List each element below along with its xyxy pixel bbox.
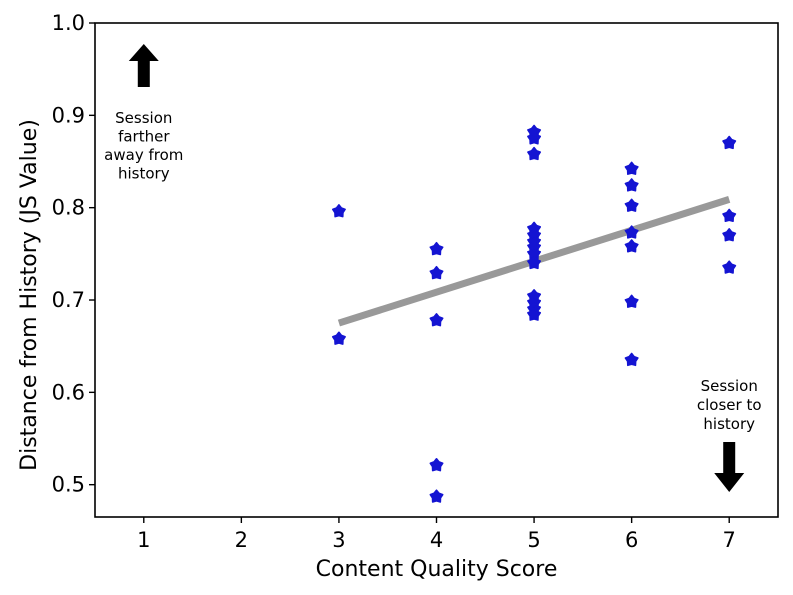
data-point (429, 457, 444, 472)
data-point (722, 260, 737, 274)
plot-marks (331, 124, 737, 503)
data-point (429, 489, 444, 503)
x-tick-label: 1 (137, 528, 150, 552)
data-point (527, 255, 542, 270)
x-tick-label: 3 (332, 528, 345, 552)
data-point (527, 146, 542, 161)
y-tick-label: 0.7 (52, 288, 85, 312)
annotation-top-line: Session (115, 109, 172, 127)
x-tick-label: 2 (235, 528, 248, 552)
data-point (527, 131, 542, 145)
x-tick-label: 6 (625, 528, 638, 552)
y-tick-label: 0.6 (52, 380, 85, 404)
arrow-up-icon (128, 44, 159, 87)
data-point (722, 228, 737, 242)
y-tick-label: 0.5 (52, 473, 85, 497)
x-tick-label: 7 (723, 528, 736, 552)
data-point (624, 178, 639, 192)
data-point (429, 265, 444, 280)
annotation-bottom-line: history (703, 415, 755, 433)
annotation-bottom-line: closer to (697, 396, 762, 414)
annotation-top-line: history (118, 165, 170, 183)
x-tick-label: 5 (527, 528, 540, 552)
data-point (429, 241, 444, 256)
data-point (624, 225, 639, 239)
data-point (722, 208, 737, 223)
annotation-top-line: farther (118, 128, 170, 146)
annotation-top-line: away from (104, 146, 183, 164)
data-point (429, 313, 444, 327)
y-tick-label: 1.0 (52, 11, 85, 35)
data-point (722, 135, 737, 150)
data-point (331, 204, 346, 218)
data-point (527, 307, 542, 321)
annotation-bottom-line: Session (701, 377, 758, 395)
x-axis-title: Content Quality Score (316, 557, 558, 582)
data-point (331, 331, 346, 345)
y-tick-label: 0.8 (52, 196, 85, 220)
y-axis-title: Distance from History (JS Value) (17, 119, 42, 471)
data-point (624, 198, 639, 212)
x-axis-ticks: 1 2 3 4 5 6 7 (137, 517, 736, 552)
data-point (624, 239, 639, 253)
y-axis-ticks: 0.5 0.6 0.7 0.8 0.9 1.0 (52, 11, 95, 497)
data-point (624, 352, 639, 367)
data-point (624, 161, 639, 175)
arrow-down-icon (714, 442, 745, 492)
y-tick-label: 0.9 (52, 103, 85, 127)
data-point (624, 294, 639, 308)
x-tick-label: 4 (430, 528, 443, 552)
